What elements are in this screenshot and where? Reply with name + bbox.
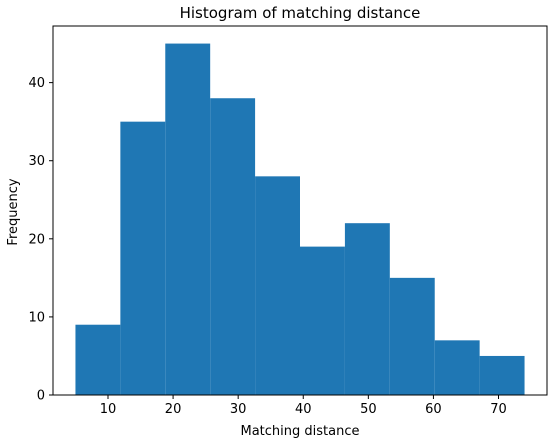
y-tick-label: 30 <box>28 154 45 169</box>
x-tick-label: 30 <box>230 402 247 417</box>
x-tick-label: 50 <box>360 402 377 417</box>
histogram-bar-3 <box>165 43 211 395</box>
x-tick-label: 20 <box>165 402 182 417</box>
x-axis-label: Matching distance <box>241 424 360 439</box>
histogram-bar-5 <box>255 176 300 395</box>
chart-title: Histogram of matching distance <box>180 4 421 22</box>
axes-frame <box>52 25 548 396</box>
histogram-bar-2 <box>120 121 166 396</box>
histogram-bar-1 <box>75 324 121 395</box>
y-tick-label: 20 <box>28 232 45 247</box>
x-axis-ticks: 10 20 30 40 50 60 70 <box>100 395 507 417</box>
y-axis-ticks: 0 10 20 30 40 <box>28 76 53 404</box>
plot-spines <box>52 25 548 396</box>
x-tick-label: 60 <box>425 402 442 417</box>
x-tick-label: 40 <box>295 402 312 417</box>
histogram-bar-7 <box>344 223 390 395</box>
histogram-bar-6 <box>300 246 345 395</box>
bars-group <box>75 43 525 396</box>
histogram-bar-8 <box>389 277 435 395</box>
x-tick-label: 70 <box>490 402 507 417</box>
histogram-bar-9 <box>434 340 480 395</box>
histogram-bar-10 <box>479 355 525 395</box>
y-axis-label: Frequency <box>6 178 21 245</box>
y-tick-label: 10 <box>28 310 45 325</box>
histogram-bar-4 <box>210 98 256 395</box>
y-tick-label: 0 <box>37 389 45 404</box>
y-tick-label: 40 <box>28 76 45 91</box>
x-tick-label: 10 <box>100 402 117 417</box>
